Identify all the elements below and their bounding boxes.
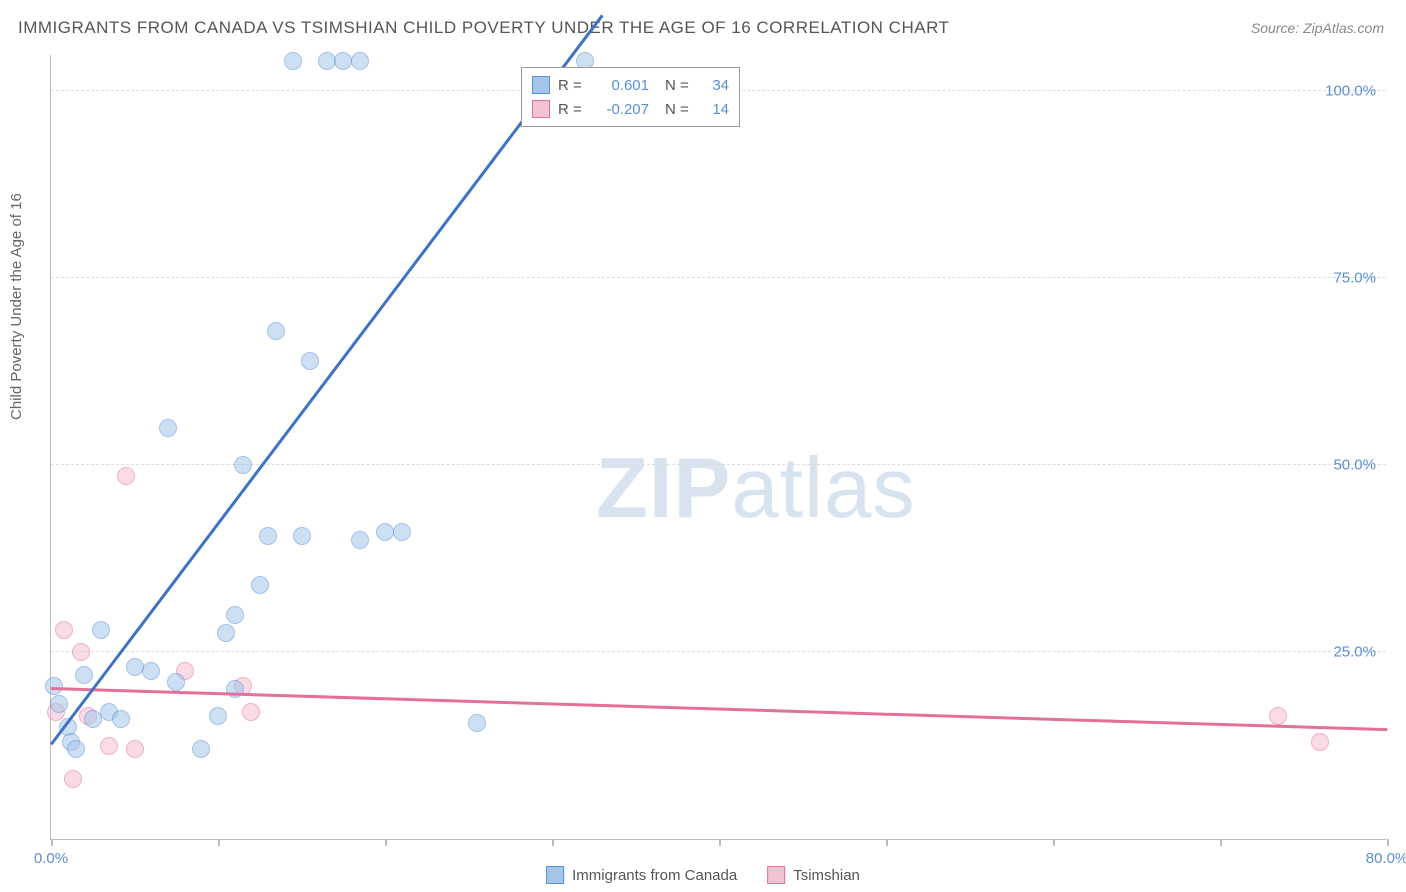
x-tick-label: 80.0% <box>1366 850 1406 867</box>
plot-area: ZIPatlas 25.0%50.0%75.0%100.0%0.0%80.0%R… <box>50 55 1386 840</box>
chart-source: Source: ZipAtlas.com <box>1251 20 1384 36</box>
stats-legend: R = 0.601 N = 34 R = -0.207 N = 14 <box>521 67 740 127</box>
data-point <box>45 677 63 695</box>
n-label: N = <box>665 101 693 118</box>
legend-label: Immigrants from Canada <box>572 867 737 884</box>
y-tick-label: 75.0% <box>1333 270 1376 287</box>
y-tick-label: 25.0% <box>1333 644 1376 661</box>
x-tick <box>1220 839 1222 846</box>
stats-legend-row: R = 0.601 N = 34 <box>532 73 729 97</box>
watermark-bold: ZIP <box>596 441 731 536</box>
data-point <box>126 740 144 758</box>
data-point <box>1269 707 1287 725</box>
data-point <box>267 322 285 340</box>
data-point <box>142 662 160 680</box>
y-axis-label: Child Poverty Under the Age of 16 <box>8 193 25 420</box>
data-point <box>112 710 130 728</box>
r-value: 0.601 <box>594 77 649 94</box>
data-point <box>64 770 82 788</box>
x-tick <box>1387 839 1389 846</box>
data-point <box>226 680 244 698</box>
data-point <box>226 606 244 624</box>
gridline <box>51 277 1386 278</box>
x-tick <box>719 839 721 846</box>
x-tick <box>552 839 554 846</box>
n-value: 14 <box>701 101 729 118</box>
data-point <box>351 52 369 70</box>
data-point <box>351 531 369 549</box>
x-tick <box>886 839 888 846</box>
x-tick <box>1053 839 1055 846</box>
chart-title: IMMIGRANTS FROM CANADA VS TSIMSHIAN CHIL… <box>18 18 949 38</box>
r-label: R = <box>558 77 586 94</box>
legend-swatch <box>546 866 564 884</box>
legend-swatch <box>767 866 785 884</box>
legend-label: Tsimshian <box>793 867 860 884</box>
data-point <box>376 523 394 541</box>
x-tick <box>385 839 387 846</box>
r-value: -0.207 <box>594 101 649 118</box>
data-point <box>75 666 93 684</box>
watermark-light: atlas <box>731 441 916 536</box>
data-point <box>468 714 486 732</box>
legend-item: Immigrants from Canada <box>546 866 737 884</box>
data-point <box>100 737 118 755</box>
gridline <box>51 651 1386 652</box>
legend-swatch <box>532 76 550 94</box>
data-point <box>259 527 277 545</box>
data-point <box>192 740 210 758</box>
data-point <box>217 624 235 642</box>
data-point <box>126 658 144 676</box>
data-point <box>1311 733 1329 751</box>
data-point <box>84 710 102 728</box>
source-name: ZipAtlas.com <box>1303 20 1384 36</box>
legend-swatch <box>532 100 550 118</box>
x-tick-label: 0.0% <box>34 850 68 867</box>
n-value: 34 <box>701 77 729 94</box>
r-label: R = <box>558 101 586 118</box>
x-tick <box>51 839 53 846</box>
data-point <box>234 456 252 474</box>
legend-item: Tsimshian <box>767 866 860 884</box>
data-point <box>67 740 85 758</box>
data-point <box>318 52 336 70</box>
source-prefix: Source: <box>1251 20 1303 36</box>
bottom-legend: Immigrants from Canada Tsimshian <box>546 866 860 884</box>
data-point <box>117 467 135 485</box>
data-point <box>72 643 90 661</box>
data-point <box>393 523 411 541</box>
data-point <box>167 673 185 691</box>
data-point <box>284 52 302 70</box>
n-label: N = <box>665 77 693 94</box>
data-point <box>92 621 110 639</box>
data-point <box>50 695 68 713</box>
data-point <box>242 703 260 721</box>
data-point <box>293 527 311 545</box>
y-tick-label: 100.0% <box>1325 83 1376 100</box>
data-point <box>251 576 269 594</box>
stats-legend-row: R = -0.207 N = 14 <box>532 97 729 121</box>
data-point <box>334 52 352 70</box>
y-tick-label: 50.0% <box>1333 457 1376 474</box>
data-point <box>209 707 227 725</box>
x-tick <box>218 839 220 846</box>
data-point <box>301 352 319 370</box>
watermark: ZIPatlas <box>596 440 916 538</box>
data-point <box>55 621 73 639</box>
data-point <box>159 419 177 437</box>
